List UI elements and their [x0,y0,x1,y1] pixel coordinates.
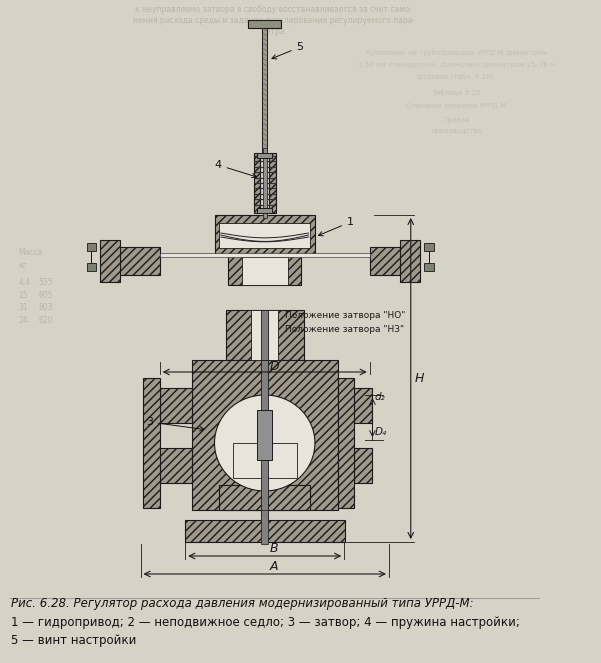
Bar [143,378,160,508]
Text: к неуправляемо затвора в свободу восстанавливается за счет само-: к неуправляемо затвора в свободу восстан… [135,5,412,14]
Ellipse shape [215,395,315,491]
Text: Положение затвора "НО": Положение затвора "НО" [285,311,405,320]
Bar [248,20,281,28]
Text: D: D [269,360,279,373]
Bar [261,510,269,544]
Bar [338,388,373,423]
Bar [254,153,260,213]
Text: 5: 5 [272,42,304,59]
Bar [228,255,301,285]
Text: 4,4: 4,4 [18,278,31,287]
Text: 15: 15 [18,291,28,300]
Bar [160,253,370,257]
Bar [215,215,315,255]
Text: 1,50 мм стандартное, фланцевое диаметром 25–36 м: 1,50 мм стандартное, фланцевое диаметром… [358,62,555,68]
Bar [263,148,266,218]
Text: 1 — гидропривод; 2 — неподвижное седло; 3 — затвор; 4 — пружина настройки;: 1 — гидропривод; 2 — неподвижное седло; … [11,616,520,629]
Text: A: A [269,560,278,573]
Bar [257,153,272,158]
Text: 803: 803 [38,303,53,312]
Bar [261,310,269,360]
Bar [257,208,272,213]
Bar [261,360,269,520]
Bar [269,153,276,213]
Text: производство: производство [431,128,482,134]
Text: Масса: Масса [18,248,43,257]
Text: 620: 620 [38,316,53,325]
Text: Крепление на трубопроводов УРРД-М диаметром: Крепление на трубопроводов УРРД-М диамет… [366,49,547,56]
Bar [87,243,96,251]
Text: 4: 4 [215,160,257,178]
Bar [338,448,373,483]
Text: d₂: d₂ [374,392,385,402]
Bar [227,310,304,360]
Bar [338,378,354,508]
Text: B: B [269,542,278,555]
Text: 31: 31 [18,303,28,312]
Bar [424,263,433,271]
Bar [251,310,278,360]
Text: 1: 1 [319,217,354,236]
Bar [424,243,433,251]
Bar [100,240,120,282]
Text: D₄: D₄ [374,427,386,437]
Text: 5 — винт настройки: 5 — винт настройки [11,634,136,647]
Text: Положение затвора "НЗ": Положение затвора "НЗ" [285,325,404,334]
Bar [219,485,310,510]
Text: Рис. 6.28. Регулятор расхода давления модернизированный типа УРРД-М:: Рис. 6.28. Регулятор расхода давления мо… [11,597,474,610]
Bar [219,223,310,248]
Text: 24: 24 [18,316,28,325]
Text: Правая: Правая [443,117,469,123]
Bar [157,388,192,423]
Bar [192,360,338,510]
Bar [370,247,410,275]
Text: 605: 605 [38,291,53,300]
Bar [157,448,192,483]
Text: Описание затворов УРРД-М: Описание затворов УРРД-М [406,103,507,109]
Text: кг: кг [18,261,27,270]
Text: H: H [415,371,424,385]
Text: нения расхода среды и задания регулирования регулируемого пара-: нения расхода среды и задания регулирова… [133,16,415,25]
Bar [400,240,420,282]
Text: 535: 535 [38,278,53,287]
Bar [87,263,96,271]
Text: фтровое (табл. 6.26).: фтровое (табл. 6.26). [417,73,496,80]
Bar [262,28,267,153]
Bar [118,247,160,275]
Bar [242,257,287,285]
Bar [257,410,272,460]
Text: 3: 3 [146,417,204,431]
Text: метра.: метра. [260,27,287,36]
Bar [185,520,345,542]
Bar [233,443,297,478]
Text: Таблица 5.25: Таблица 5.25 [432,90,481,96]
